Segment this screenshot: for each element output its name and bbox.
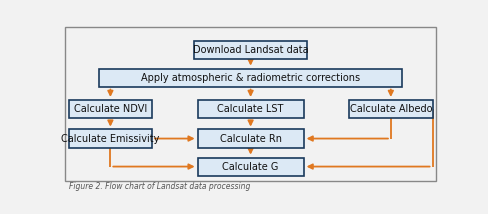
Text: Calculate LST: Calculate LST — [217, 104, 283, 114]
FancyBboxPatch shape — [197, 100, 303, 118]
FancyBboxPatch shape — [193, 40, 307, 59]
Text: Apply atmospheric & radiometric corrections: Apply atmospheric & radiometric correcti… — [141, 73, 360, 83]
FancyBboxPatch shape — [197, 158, 303, 176]
FancyBboxPatch shape — [99, 68, 401, 87]
Text: Download Landsat data: Download Landsat data — [192, 45, 308, 55]
Text: Calculate Albedo: Calculate Albedo — [349, 104, 431, 114]
Text: Calculate G: Calculate G — [222, 162, 278, 172]
FancyBboxPatch shape — [68, 129, 152, 148]
FancyBboxPatch shape — [348, 100, 432, 118]
Text: Calculate Emissivity: Calculate Emissivity — [61, 134, 159, 144]
Text: Calculate Rn: Calculate Rn — [219, 134, 281, 144]
FancyBboxPatch shape — [65, 27, 435, 181]
FancyBboxPatch shape — [197, 129, 303, 148]
FancyBboxPatch shape — [68, 100, 152, 118]
Text: Figure 2. Flow chart of Landsat data processing: Figure 2. Flow chart of Landsat data pro… — [68, 182, 249, 191]
Text: Calculate NDVI: Calculate NDVI — [74, 104, 147, 114]
